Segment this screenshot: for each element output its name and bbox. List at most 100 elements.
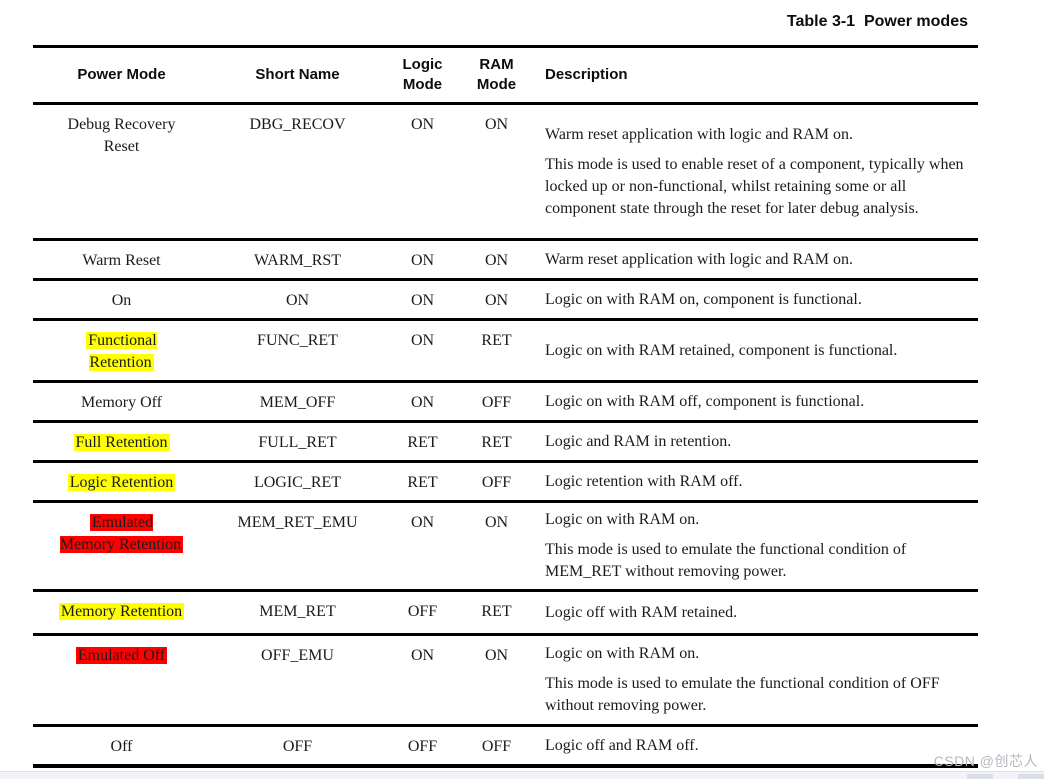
ram-mode-cell: RET bbox=[460, 319, 533, 383]
logic-mode-cell: RET bbox=[385, 461, 460, 503]
watermark: CSDN @创芯人 bbox=[933, 753, 1038, 769]
ram-mode-cell: ON bbox=[460, 634, 533, 727]
header-row: Power Mode Short Name Logic Mode RAM Mod… bbox=[33, 46, 978, 105]
partial-button[interactable] bbox=[967, 774, 993, 779]
description-cell: Logic on with RAM on. This mode is used t… bbox=[533, 634, 978, 727]
short-name-cell: WARM_RST bbox=[210, 239, 385, 281]
description-cell: Logic and RAM in retention. bbox=[533, 421, 978, 463]
power-mode-cell: Emulated Memory Retention bbox=[33, 501, 210, 592]
description-cell: Logic off and RAM off. bbox=[533, 725, 978, 768]
description-paragraph: Logic on with RAM on, component is funct… bbox=[545, 290, 862, 308]
description-paragraph: This mode is used to enable reset of a c… bbox=[545, 155, 964, 217]
description-cell: Warm reset application with logic and RA… bbox=[533, 103, 978, 241]
power-mode-cell: On bbox=[33, 279, 210, 321]
short-name-cell: MEM_RET bbox=[210, 590, 385, 636]
table-row: Memory Retention MEM_RET OFF RET Logic o… bbox=[33, 590, 978, 636]
table-title: Table 3-1 Power modes bbox=[786, 13, 968, 30]
description-cell: Logic on with RAM retained, component is… bbox=[533, 319, 978, 383]
short-name-cell: OFF bbox=[210, 725, 385, 768]
description-cell: Logic on with RAM on. This mode is used t… bbox=[533, 501, 978, 592]
description-paragraph: Logic off with RAM retained. bbox=[545, 603, 738, 621]
description-paragraph: Warm reset application with logic and RA… bbox=[545, 125, 853, 143]
ram-mode-cell: RET bbox=[460, 421, 533, 463]
table-row: Logic Retention LOGIC_RET RET OFF Logic … bbox=[33, 461, 978, 503]
description-paragraph: Logic retention with RAM off. bbox=[545, 472, 743, 490]
power-modes-table: Power Mode Short Name Logic Mode RAM Mod… bbox=[33, 45, 978, 768]
power-mode-label: Emulated Memory Retention bbox=[59, 514, 184, 553]
power-mode-label: Off bbox=[110, 738, 133, 755]
short-name-cell: ON bbox=[210, 279, 385, 321]
table-row: Warm Reset WARM_RST ON ON Warm reset app… bbox=[33, 239, 978, 281]
col-header-ram-mode: RAM Mode bbox=[460, 46, 533, 105]
logic-mode-cell: OFF bbox=[385, 725, 460, 768]
table-row: Off OFF OFF OFF Logic off and RAM off. bbox=[33, 725, 978, 768]
logic-mode-cell: ON bbox=[385, 239, 460, 281]
description-paragraph: Warm reset application with logic and RA… bbox=[545, 250, 853, 268]
ram-mode-cell: RET bbox=[460, 590, 533, 636]
power-mode-cell: Memory Retention bbox=[33, 590, 210, 636]
power-mode-cell: Full Retention bbox=[33, 421, 210, 463]
short-name-cell: OFF_EMU bbox=[210, 634, 385, 727]
description-cell: Logic retention with RAM off. bbox=[533, 461, 978, 503]
power-mode-label: Debug Recovery Reset bbox=[67, 116, 176, 155]
power-mode-label: Logic Retention bbox=[67, 474, 176, 491]
short-name-cell: MEM_OFF bbox=[210, 381, 385, 423]
ram-mode-cell: ON bbox=[460, 103, 533, 241]
col-header-power-mode: Power Mode bbox=[33, 46, 210, 105]
power-mode-label: Memory Retention bbox=[58, 603, 185, 620]
table-row: Debug Recovery Reset DBG_RECOV ON ON Warm… bbox=[33, 103, 978, 241]
power-mode-label: Memory Off bbox=[80, 394, 163, 411]
bottom-strip bbox=[0, 771, 1044, 779]
logic-mode-cell: RET bbox=[385, 421, 460, 463]
description-paragraph: This mode is used to emulate the functio… bbox=[545, 541, 907, 580]
description-paragraph: Logic on with RAM off, component is func… bbox=[545, 392, 865, 410]
description-paragraph: This mode is used to emulate the functio… bbox=[545, 675, 940, 714]
short-name-cell: FULL_RET bbox=[210, 421, 385, 463]
ram-mode-cell: OFF bbox=[460, 725, 533, 768]
power-mode-cell: Off bbox=[33, 725, 210, 768]
ram-mode-cell: ON bbox=[460, 279, 533, 321]
table-row: Functional Retention FUNC_RET ON RET Logi… bbox=[33, 319, 978, 383]
description-cell: Logic off with RAM retained. bbox=[533, 590, 978, 636]
logic-mode-cell: ON bbox=[385, 501, 460, 592]
logic-mode-cell: ON bbox=[385, 103, 460, 241]
power-mode-label: Full Retention bbox=[73, 434, 170, 451]
short-name-cell: DBG_RECOV bbox=[210, 103, 385, 241]
ram-mode-cell: OFF bbox=[460, 461, 533, 503]
col-header-short-name: Short Name bbox=[210, 46, 385, 105]
logic-mode-cell: ON bbox=[385, 279, 460, 321]
table-row: Emulated Memory Retention MEM_RET_EMU ON … bbox=[33, 501, 978, 592]
description-cell: Logic on with RAM off, component is func… bbox=[533, 381, 978, 423]
power-mode-label: Emulated Off bbox=[75, 647, 168, 664]
description-paragraph: Logic and RAM in retention. bbox=[545, 432, 732, 450]
power-mode-cell: Memory Off bbox=[33, 381, 210, 423]
description-paragraph: Logic off and RAM off. bbox=[545, 736, 699, 754]
table-row: Memory Off MEM_OFF ON OFF Logic on with … bbox=[33, 381, 978, 423]
power-mode-label: Functional Retention bbox=[86, 332, 157, 371]
description-cell: Warm reset application with logic and RA… bbox=[533, 239, 978, 281]
col-header-description: Description bbox=[533, 46, 978, 105]
power-mode-label: Warm Reset bbox=[82, 252, 161, 269]
partial-button[interactable] bbox=[1018, 774, 1044, 779]
ram-mode-cell: ON bbox=[460, 501, 533, 592]
power-mode-cell: Emulated Off bbox=[33, 634, 210, 727]
col-header-logic-mode: Logic Mode bbox=[385, 46, 460, 105]
short-name-cell: MEM_RET_EMU bbox=[210, 501, 385, 592]
power-mode-cell: Debug Recovery Reset bbox=[33, 103, 210, 241]
description-cell: Logic on with RAM on, component is funct… bbox=[533, 279, 978, 321]
ram-mode-cell: OFF bbox=[460, 381, 533, 423]
power-mode-cell: Functional Retention bbox=[33, 319, 210, 383]
power-mode-cell: Logic Retention bbox=[33, 461, 210, 503]
table-row: Emulated Off OFF_EMU ON ON Logic on with… bbox=[33, 634, 978, 727]
logic-mode-cell: ON bbox=[385, 381, 460, 423]
logic-mode-cell: OFF bbox=[385, 590, 460, 636]
description-paragraph: Logic on with RAM on. bbox=[545, 645, 700, 662]
description-paragraph: Logic on with RAM on. bbox=[545, 511, 700, 528]
logic-mode-cell: ON bbox=[385, 634, 460, 727]
ram-mode-cell: ON bbox=[460, 239, 533, 281]
table-row: On ON ON ON Logic on with RAM on, compon… bbox=[33, 279, 978, 321]
short-name-cell: LOGIC_RET bbox=[210, 461, 385, 503]
table-row: Full Retention FULL_RET RET RET Logic an… bbox=[33, 421, 978, 463]
description-paragraph: Logic on with RAM retained, component is… bbox=[545, 341, 898, 359]
